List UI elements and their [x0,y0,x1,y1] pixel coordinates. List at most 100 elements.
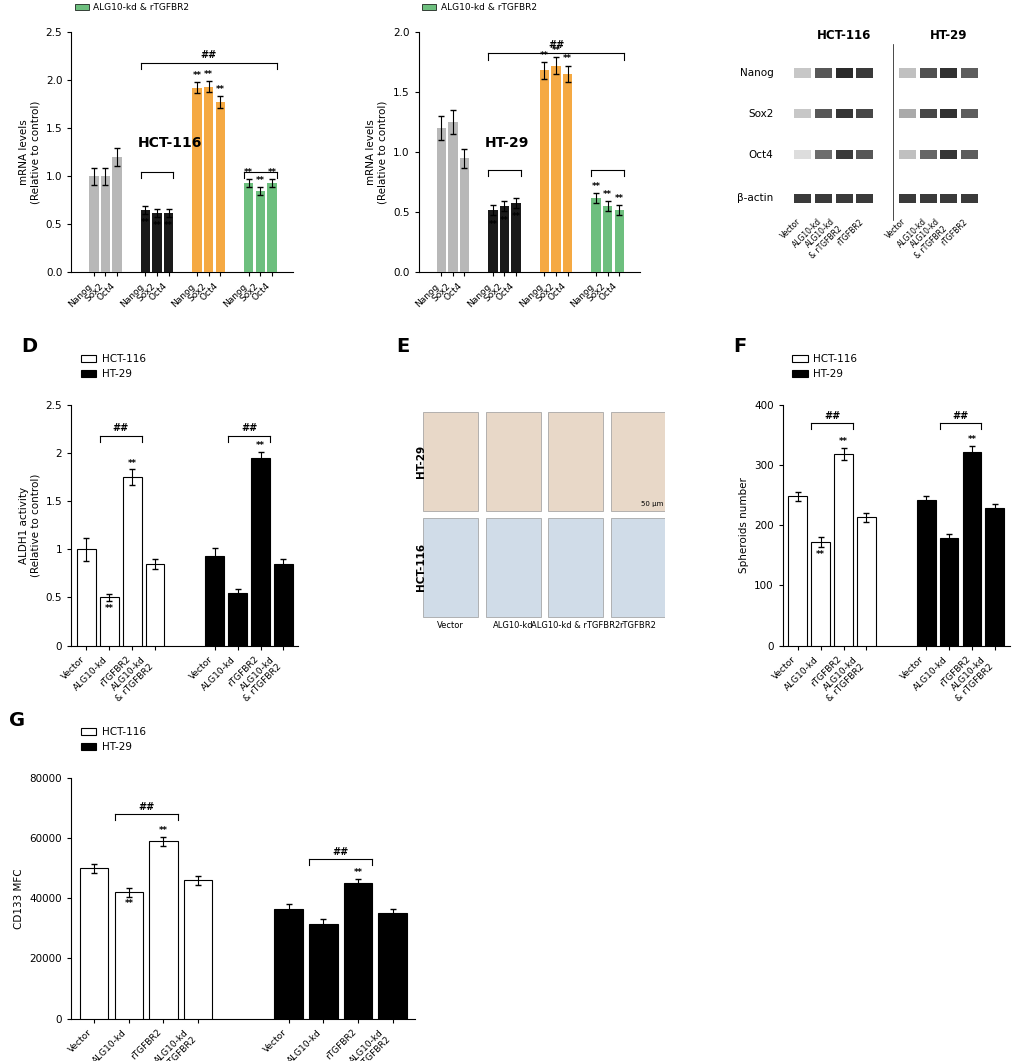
Bar [940,193,957,203]
Text: **: ** [141,218,150,227]
Bar [610,412,664,510]
Text: ##: ## [201,50,217,59]
Text: ALG10-kd
& rTGFBR2: ALG10-kd & rTGFBR2 [800,218,844,260]
Bar [447,122,458,273]
Text: **: ** [488,220,497,228]
Bar [960,68,977,77]
Text: **: ** [499,216,508,225]
Bar [193,88,202,273]
Bar [141,210,150,273]
Bar [856,68,872,77]
Text: **: ** [319,930,327,940]
Text: ALG10-kd: ALG10-kd [492,622,533,630]
Bar [79,868,108,1019]
Text: **: ** [159,827,168,835]
Bar [488,210,497,273]
Bar [499,206,508,273]
Bar [938,538,958,645]
Text: HCT-116: HCT-116 [416,543,425,591]
Bar [794,68,810,77]
Text: Vector: Vector [883,218,907,241]
Legend: HCT-116, HT-29: HCT-116, HT-29 [76,350,150,383]
Bar [602,206,611,273]
Bar [423,412,478,510]
Bar [378,914,407,1019]
Text: β-actin: β-actin [737,193,772,203]
Bar [149,841,177,1019]
Y-axis label: CD133 MFC: CD133 MFC [14,868,24,928]
Text: **: ** [512,212,520,222]
Bar [343,883,372,1019]
Text: **: ** [124,899,133,908]
Text: **: ** [839,437,847,447]
Bar [810,542,829,645]
Text: rTGFBR2: rTGFBR2 [834,218,864,247]
Text: ALG10-kd: ALG10-kd [895,218,927,249]
Bar [814,68,832,77]
Bar [835,68,852,77]
Bar [267,182,276,273]
Text: **: ** [105,605,114,613]
Bar [835,109,852,119]
Text: ##: ## [547,40,564,51]
Text: 50 μm: 50 μm [640,501,662,507]
Bar [204,87,213,273]
Bar [940,151,957,159]
Bar [940,68,957,77]
Bar [788,497,806,645]
Bar [228,593,247,645]
Bar [591,198,600,273]
Legend: HCT-116, HT-29: HCT-116, HT-29 [788,350,860,383]
Bar [244,182,253,273]
Text: **: ** [233,599,242,608]
Text: **: ** [539,51,548,59]
Bar [614,210,624,273]
Legend: Vector, ALG10-kd, rTGFBR2, ALG10-kd & rTGFBR2: Vector, ALG10-kd, rTGFBR2, ALG10-kd & rT… [71,0,193,16]
Bar [919,109,935,119]
Text: ALG10-kd
& rTGFBR2: ALG10-kd & rTGFBR2 [905,218,948,260]
Text: **: ** [354,869,362,877]
Text: **: ** [551,46,560,55]
Bar [898,151,915,159]
Text: ALG10-kd & rTGFBR2: ALG10-kd & rTGFBR2 [531,622,620,630]
Text: **: ** [815,550,824,559]
Bar [610,518,664,616]
Bar [919,68,935,77]
Y-axis label: ALDH1 activity
(Relative to control): ALDH1 activity (Relative to control) [18,473,40,577]
Bar [89,176,99,273]
Bar [101,176,110,273]
Text: **: ** [614,194,624,203]
Bar [183,881,212,1019]
Bar [146,563,164,645]
Text: **: ** [966,435,975,443]
Bar [309,924,337,1019]
Bar [960,151,977,159]
Bar [960,109,977,119]
Bar [436,128,445,273]
Bar [856,193,872,203]
Bar [919,151,935,159]
Bar [485,412,540,510]
Text: G: G [9,711,25,730]
Text: **: ** [267,169,276,177]
Legend: Vector, ALG10-kd, rTGFBR2, ALG10-kd & rTGFBR2: Vector, ALG10-kd, rTGFBR2, ALG10-kd & rT… [419,0,540,16]
Bar [485,518,540,616]
Text: **: ** [602,190,611,199]
Bar [916,500,934,645]
Text: Vector: Vector [437,622,464,630]
Bar [814,151,832,159]
Text: ##: ## [823,411,840,420]
Text: **: ** [216,85,224,94]
Text: **: ** [204,70,213,79]
Text: **: ** [562,54,572,63]
Bar [205,556,224,645]
Bar [164,213,173,273]
Bar [114,892,143,1019]
Bar [940,109,957,119]
Text: **: ** [944,546,953,555]
Bar [984,508,1003,645]
Bar [251,457,270,645]
Legend: HCT-116, HT-29: HCT-116, HT-29 [76,723,150,756]
Bar [152,213,162,273]
Text: **: ** [153,221,161,229]
